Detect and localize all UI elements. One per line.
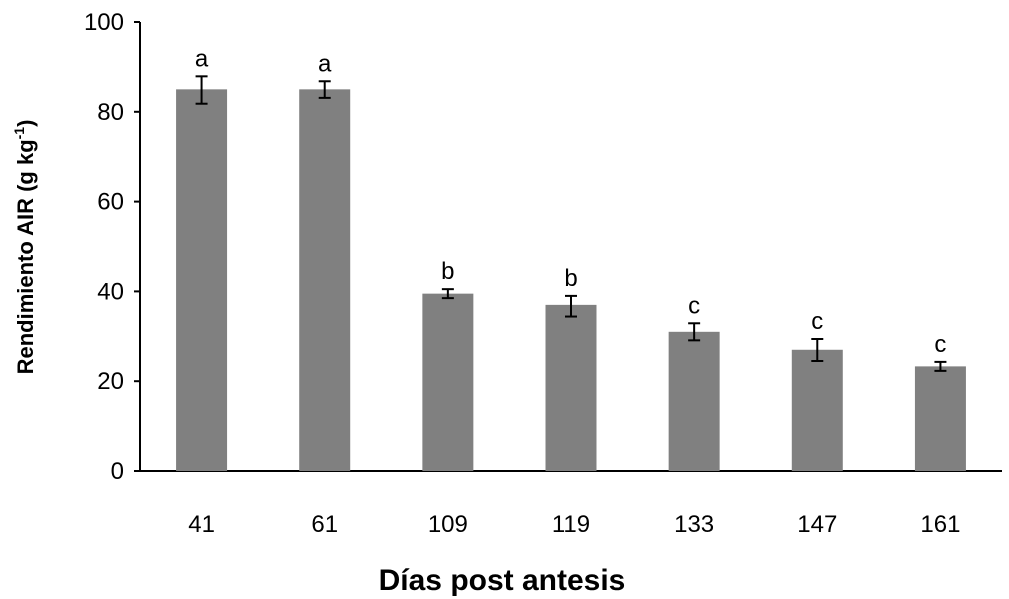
y-tick-label: 20 [97,368,124,395]
y-tick-label: 0 [111,458,124,485]
error-bar [195,75,208,105]
x-tick-label: 147 [797,511,837,538]
bar [176,89,228,471]
bars [176,89,966,471]
significance-letter: b [564,265,577,292]
significance-letter: a [195,45,209,72]
x-tick-label: 61 [311,511,338,538]
y-axis-title-main: Rendimiento AIR (g kg [13,139,38,374]
significance-letter: c [688,292,700,319]
error-bars [195,75,947,372]
y-ticks: 0 20 40 60 80 100 [84,9,140,485]
error-bar [441,288,454,300]
significance-letters: a a b b c c c [195,45,947,358]
bar [791,349,843,471]
error-bar [565,294,577,318]
y-axis-title: Rendimiento AIR (g kg-1) [11,120,38,375]
x-tick-label: 41 [188,511,215,538]
error-bar [934,360,947,372]
y-axis-title-close: ) [13,120,38,127]
significance-letter: c [934,331,946,358]
error-bar [318,80,331,99]
significance-letter: a [318,50,332,77]
bar [422,293,474,471]
y-tick-label: 100 [84,9,124,36]
y-axis-title-superscript: -1 [11,127,27,140]
x-tick-label: 109 [428,511,468,538]
error-bar [811,337,824,362]
bar [299,89,351,471]
significance-letter: c [811,308,823,335]
bar [545,304,597,471]
y-tick-label: 40 [97,278,124,305]
significance-letter: b [441,258,454,285]
error-bar [688,322,701,342]
y-tick-label: 60 [97,189,124,216]
x-tick-label: 119 [552,511,590,538]
bar [668,331,720,471]
x-tick-labels: 41 61 109 119 133 147 161 [188,511,960,538]
bar [914,366,966,471]
x-tick-label: 161 [920,511,960,538]
x-tick-label: 133 [674,511,714,538]
y-tick-label: 80 [97,99,124,126]
x-axis-title: Días post antesis [379,564,626,597]
